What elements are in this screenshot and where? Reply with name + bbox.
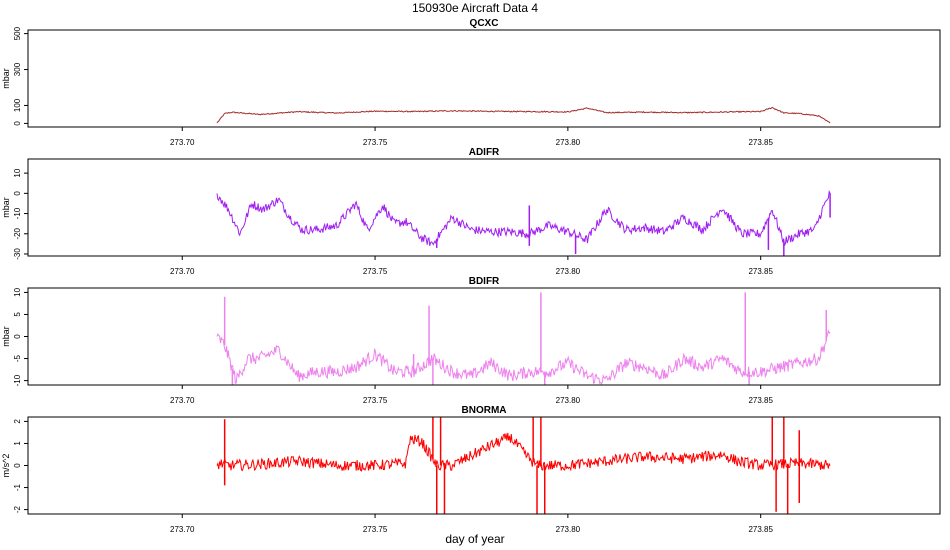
x-tick-label: 273.75 <box>363 396 388 405</box>
x-axis-label: day of year <box>445 532 504 546</box>
x-tick-label: 273.85 <box>748 267 773 276</box>
y-tick-label: 0 <box>13 121 22 126</box>
x-tick-label: 273.70 <box>170 138 195 147</box>
x-tick-label: 273.85 <box>748 525 773 534</box>
series-line <box>216 189 831 247</box>
y-axis-label: mbar <box>1 197 11 218</box>
panel-qcxc: QCXC mbar 0 100 300 500 273.70 273.75 273.80 273.… <box>1 18 941 147</box>
y-tick-label: -10 <box>13 374 22 386</box>
series-line <box>216 106 831 124</box>
x-tick-label: 273.80 <box>556 267 581 276</box>
y-tick-label: -2 <box>13 505 22 513</box>
x-tick-label: 273.70 <box>170 396 195 405</box>
x-tick-label: 273.85 <box>748 396 773 405</box>
panel-title: BNORMA <box>462 405 507 416</box>
y-tick-label: -1 <box>13 483 22 491</box>
figure-title: 150930e Aircraft Data 4 <box>412 1 538 15</box>
x-tick-label: 273.80 <box>556 396 581 405</box>
y-axis-label: mbar <box>1 326 11 347</box>
x-tick-label: 273.75 <box>363 525 388 534</box>
plot-frame <box>27 416 941 515</box>
y-axis-label: m/s^2 <box>1 454 11 478</box>
series-line <box>216 329 831 385</box>
y-tick-label: 1 <box>13 441 22 446</box>
x-tick-label: 273.85 <box>748 138 773 147</box>
y-tick-label: 300 <box>13 62 22 76</box>
y-tick-label: -5 <box>13 354 22 362</box>
x-tick-label: 273.70 <box>170 267 195 276</box>
y-tick-label: 500 <box>13 26 22 40</box>
y-tick-label: 0 <box>13 191 22 196</box>
y-tick-label: -30 <box>13 248 22 260</box>
y-tick-label: -20 <box>13 227 22 239</box>
x-tick-label: 273.80 <box>556 138 581 147</box>
y-tick-label: 0 <box>13 334 22 339</box>
y-tick-label: -10 <box>13 207 22 219</box>
plot-frame <box>27 29 941 128</box>
x-tick-label: 273.75 <box>363 267 388 276</box>
panel-title: ADIFR <box>469 147 500 158</box>
panel-bdifr: BDIFR mbar -10 -5 0 5 10 273.70 273.75 273.80 273.… <box>1 276 941 405</box>
y-tick-label: 10 <box>13 168 22 177</box>
plot-frame <box>27 287 941 386</box>
panel-title: BDIFR <box>469 276 500 287</box>
y-tick-label: 100 <box>13 98 22 112</box>
x-tick-label: 273.80 <box>556 525 581 534</box>
y-tick-label: 5 <box>13 312 22 317</box>
panel-adifr: ADIFR mbar -30 -20 -10 0 10 273.70 273.75 273.80 2… <box>1 147 941 276</box>
panel-bnorma: BNORMA m/s^2 -2 -1 0 1 2 273.70 273.75 273.80 273.… <box>1 405 941 534</box>
y-tick-label: 0 <box>13 463 22 468</box>
x-tick-label: 273.70 <box>170 525 195 534</box>
y-tick-label: 10 <box>13 287 22 296</box>
series-line <box>216 432 831 472</box>
y-axis-label: mbar <box>1 68 11 89</box>
plot-frame <box>27 158 941 257</box>
y-tick-label: 2 <box>13 419 22 424</box>
x-tick-label: 273.75 <box>363 138 388 147</box>
panel-title: QCXC <box>470 18 499 29</box>
